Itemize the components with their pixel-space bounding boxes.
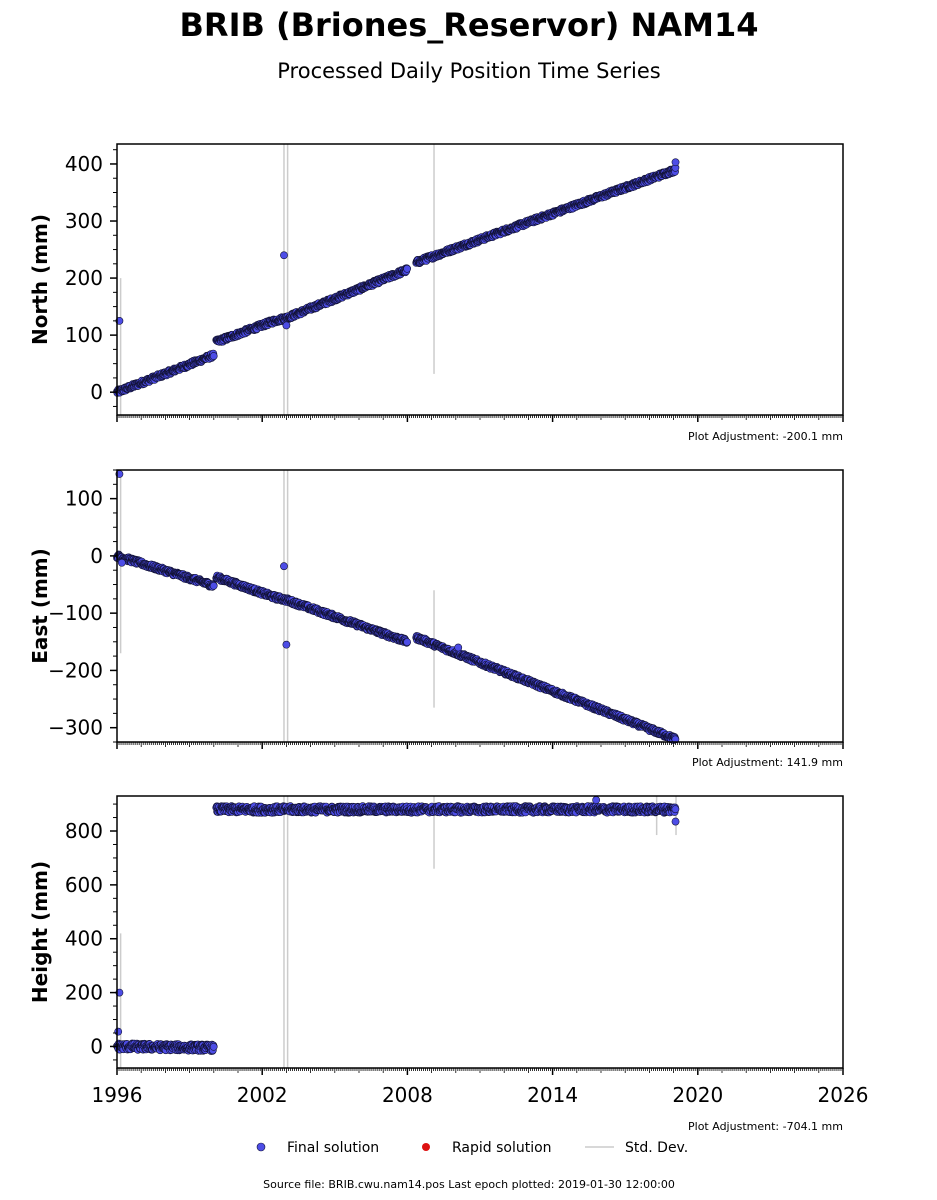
y-axis-label: North (mm) bbox=[28, 214, 52, 345]
plot-area bbox=[117, 470, 843, 742]
x-tick-label: 1996 bbox=[92, 1083, 143, 1107]
y-tick-label: 200 bbox=[65, 981, 103, 1005]
outlier-point bbox=[671, 817, 680, 826]
data-point bbox=[403, 638, 411, 646]
panel-0: 0 100 200 300 400 North (mm) Plot Adjustment: … bbox=[28, 143, 844, 443]
outlier-point bbox=[592, 796, 601, 804]
outlier-point bbox=[114, 1027, 123, 1036]
plot-area bbox=[117, 144, 843, 415]
outlier-point bbox=[280, 251, 288, 260]
outlier-point bbox=[671, 158, 680, 167]
x-tick-label: 2020 bbox=[672, 1083, 723, 1107]
outlier-point bbox=[117, 558, 126, 567]
data-point bbox=[403, 264, 411, 273]
plot-area bbox=[117, 796, 843, 1068]
y-tick-label: 800 bbox=[65, 819, 103, 843]
y-tick-label: 0 bbox=[90, 380, 103, 404]
panel-1: 100 0 −100 −200 −300 East (mm) Plot Adjustment… bbox=[28, 469, 844, 769]
chart-title: BRIB (Briones_Reservor) NAM14 bbox=[180, 6, 759, 44]
x-tick-label: 2014 bbox=[527, 1083, 578, 1107]
outlier-point bbox=[280, 562, 288, 571]
y-tick-label: 100 bbox=[65, 487, 103, 511]
x-tick-label: 2008 bbox=[382, 1083, 433, 1107]
y-tick-label: −200 bbox=[48, 658, 103, 682]
plot-adjustment: Plot Adjustment: -200.1 mm bbox=[688, 430, 843, 443]
y-tick-label: 200 bbox=[65, 266, 103, 290]
y-tick-label: 400 bbox=[65, 152, 103, 176]
y-tick-label: 0 bbox=[90, 544, 103, 568]
y-tick-label: 100 bbox=[65, 323, 103, 347]
data-point bbox=[209, 1042, 218, 1051]
y-axis-label: East (mm) bbox=[28, 548, 52, 664]
y-tick-label: −100 bbox=[48, 601, 103, 625]
data-point bbox=[209, 352, 218, 360]
y-tick-label: 400 bbox=[65, 927, 103, 951]
outlier-point bbox=[282, 321, 291, 330]
chart-subtitle: Processed Daily Position Time Series bbox=[277, 59, 661, 83]
x-tick-label: 2002 bbox=[237, 1083, 288, 1107]
y-tick-label: −300 bbox=[48, 716, 103, 740]
panels: 0 100 200 300 400 North (mm) Plot Adjustment: … bbox=[28, 143, 868, 1133]
data-point bbox=[209, 581, 218, 590]
y-tick-label: 300 bbox=[65, 209, 103, 233]
plot-adjustment: Plot Adjustment: 141.9 mm bbox=[692, 756, 843, 769]
y-tick-label: 0 bbox=[90, 1034, 103, 1058]
data-point bbox=[671, 805, 680, 814]
outlier-point bbox=[454, 643, 463, 652]
y-tick-label: 600 bbox=[65, 873, 103, 897]
outlier-point bbox=[282, 640, 291, 649]
